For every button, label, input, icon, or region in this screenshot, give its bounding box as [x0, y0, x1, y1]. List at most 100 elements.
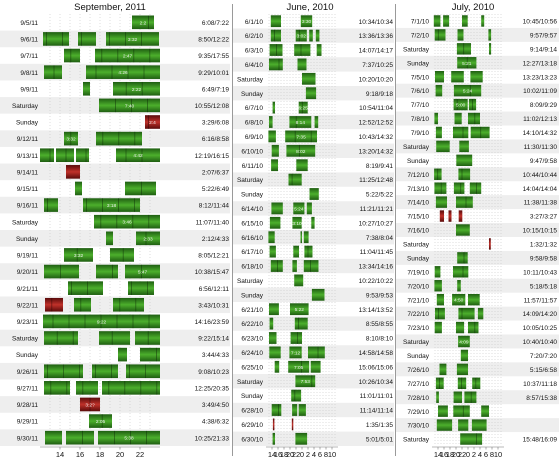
row-label: Saturday: [237, 278, 264, 285]
segment-streak: [102, 131, 104, 146]
row-stripe: [396, 223, 559, 237]
activity-segment: [296, 159, 308, 172]
row-label: 7/27/10: [407, 381, 429, 388]
segment-streak: [66, 381, 68, 395]
activity-segment: [435, 307, 445, 320]
x-tick-label: 20: [452, 450, 460, 459]
row-label: 9/28/11: [17, 402, 39, 409]
row-label: Saturday: [403, 144, 430, 151]
row-time-value: 13:23/13:23: [523, 74, 558, 81]
row-time-value: 9:35/17:55: [198, 53, 229, 60]
activity-segment: [434, 182, 447, 194]
segment-streak: [463, 43, 465, 55]
segment-streak: [122, 248, 124, 262]
activity-segment: [271, 404, 282, 416]
segment-streak: [125, 81, 127, 96]
segment-streak: [111, 65, 113, 79]
activity-segment: [456, 363, 468, 376]
row-label: Sunday: [407, 255, 430, 262]
activity-segment: [470, 126, 490, 139]
activity-segment: [118, 347, 127, 362]
activity-segment: [78, 32, 96, 46]
activity-segment: [66, 165, 80, 179]
activity-segment: [435, 126, 442, 139]
segment-label: 7:35: [296, 134, 306, 140]
activity-segment: [294, 274, 304, 287]
row-time-value: 9:22/15:14: [198, 336, 229, 343]
row-label: 7/12/10: [407, 172, 429, 179]
panel-title: July, 2010: [452, 2, 495, 13]
panel-title: June, 2010: [286, 2, 333, 13]
row-time-value: 10:44/10:44: [523, 172, 558, 179]
activity-segment: [76, 381, 98, 395]
x-tick-label: 22: [136, 450, 144, 459]
x-tick-label: 22: [458, 450, 466, 459]
segment-streak: [47, 364, 48, 379]
row-label: Sunday: [407, 60, 430, 67]
activity-segment: [472, 377, 481, 390]
segment-streak: [84, 314, 86, 329]
row-time-value: 4:38/6:32: [202, 419, 229, 426]
row-label: Saturday: [403, 242, 430, 249]
row-time-value: 13:36/13:36: [359, 33, 394, 40]
segment-streak: [71, 281, 72, 295]
segment-streak: [463, 252, 465, 264]
segment-streak: [125, 32, 126, 46]
activity-segment: [458, 210, 463, 222]
activity-segment: [44, 65, 62, 79]
segment-streak: [68, 314, 70, 329]
row-label: Saturday: [403, 339, 430, 346]
row-label: Sunday: [16, 236, 39, 243]
row-stripe: [0, 230, 230, 247]
activity-segment: [453, 84, 482, 97]
row-time-value: 8:19/9:41: [366, 163, 393, 170]
segment-label: 3:10: [292, 221, 302, 227]
row-time-value: 8:10/8:10: [366, 336, 393, 343]
row-label: 9/26/11: [17, 369, 39, 376]
activity-segment: [293, 245, 299, 258]
segment-label: 4:42: [133, 153, 143, 159]
segment-streak: [89, 397, 91, 412]
activity-segment: [271, 202, 283, 215]
row-time-value: 15:48/16:09: [523, 437, 558, 444]
row-label: 9/6/11: [20, 37, 38, 44]
row-time-value: 11:14/11:14: [360, 408, 394, 415]
row-time-value: 2:07/6:37: [202, 169, 229, 176]
segment-streak: [278, 58, 280, 71]
row-label: Saturday: [12, 103, 39, 110]
x-tick-label: 0: [300, 450, 304, 459]
row-time-value: 9:29/10:01: [198, 70, 229, 77]
x-tick-label: 14: [56, 450, 64, 459]
segment-streak: [46, 32, 47, 46]
activity-segment: [489, 43, 492, 55]
segment-label: 5:00: [456, 103, 466, 109]
segment-streak: [47, 198, 48, 212]
row-time-value: 2:12/4:33: [202, 236, 229, 243]
activity-segment: [293, 202, 305, 215]
activity-segment: [288, 173, 302, 186]
segment-streak: [294, 130, 296, 143]
activity-segment: [95, 48, 160, 63]
row-label: Saturday: [237, 379, 264, 386]
segment-streak: [52, 314, 54, 329]
row-time-value: 1:35/1:35: [366, 422, 393, 429]
segment-label: 6:25: [299, 106, 309, 112]
activity-segment: [269, 245, 276, 258]
activity-segment: [289, 116, 312, 128]
activity-segment: [136, 231, 160, 246]
segment-streak: [470, 391, 472, 403]
row-label: 7/15/10: [407, 214, 429, 221]
activity-segment: [295, 432, 308, 445]
row-time-value: 11:07/11:40: [196, 219, 230, 226]
segment-streak: [115, 98, 116, 113]
row-label: 6/7/10: [245, 105, 263, 112]
segment-label: 2:2: [140, 20, 147, 26]
row-time-value: 3:27/3:27: [530, 214, 557, 221]
segment-streak: [465, 196, 467, 208]
activity-segment: [302, 72, 316, 85]
row-time-value: 11:21/11:21: [360, 206, 394, 213]
activity-segment: [457, 252, 468, 264]
row-label: 9/5/11: [20, 20, 38, 27]
segment-streak: [82, 381, 84, 395]
